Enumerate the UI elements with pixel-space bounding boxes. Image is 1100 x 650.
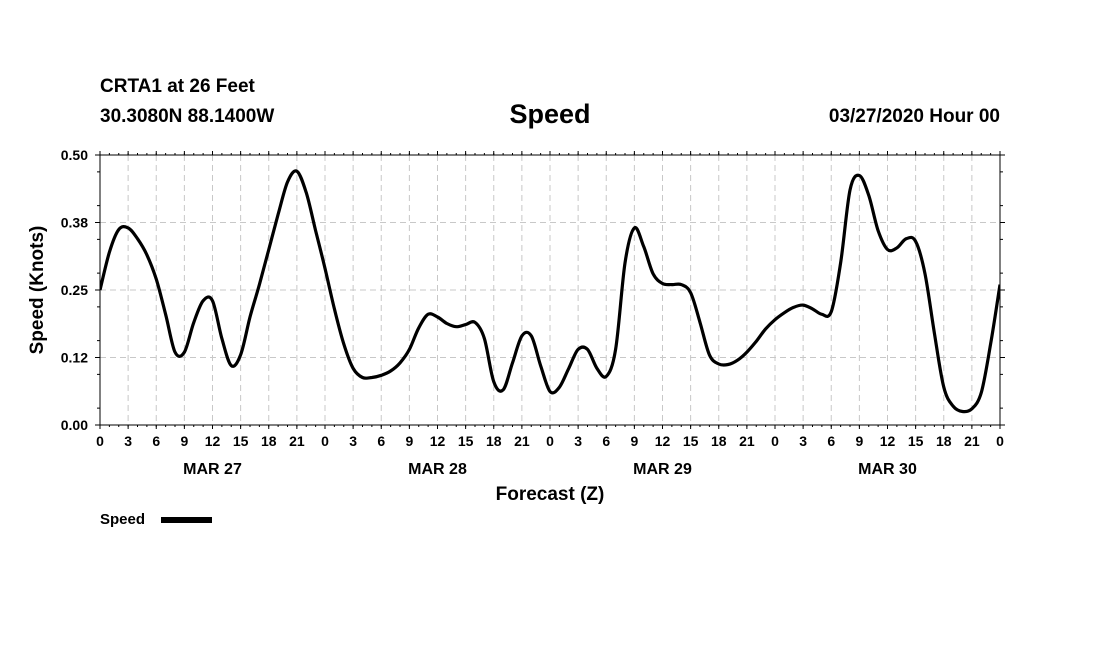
x-tick-label: 21	[514, 433, 530, 449]
y-axis-title: Speed (Knots)	[27, 226, 48, 355]
station-label: CRTA1 at 26 Feet	[100, 76, 255, 97]
legend: Speed	[100, 511, 212, 528]
x-tick-label: 12	[205, 433, 221, 449]
x-tick-label: 9	[630, 433, 638, 449]
x-tick-label: 0	[321, 433, 329, 449]
y-tick-label: 0.25	[61, 282, 88, 298]
x-tick-label: 18	[711, 433, 727, 449]
y-tick-label: 0.50	[61, 147, 88, 163]
coordinates-label: 30.3080N 88.1400W	[100, 106, 275, 127]
x-tick-label: 15	[233, 433, 249, 449]
y-tick-label: 0.12	[61, 350, 88, 366]
x-tick-label: 15	[683, 433, 699, 449]
series-line-speed	[100, 169, 1000, 414]
x-tick-label: 6	[377, 433, 385, 449]
x-tick-label: 18	[936, 433, 952, 449]
x-tick-label: 0	[546, 433, 554, 449]
x-tick-label: 6	[827, 433, 835, 449]
axis-ticks	[95, 151, 1005, 429]
x-tick-label: 3	[799, 433, 807, 449]
chart-title: Speed	[509, 99, 591, 129]
x-tick-label: 12	[430, 433, 446, 449]
date-label: MAR 27	[183, 461, 242, 478]
date-label: MAR 29	[633, 461, 692, 478]
x-tick-label: 6	[602, 433, 610, 449]
x-tick-label: 12	[655, 433, 671, 449]
x-tick-label: 18	[486, 433, 502, 449]
x-tick-label: 21	[964, 433, 980, 449]
series-layer	[100, 169, 1000, 414]
x-tick-label: 21	[289, 433, 305, 449]
date-label: MAR 28	[408, 461, 467, 478]
legend-label: Speed	[100, 511, 145, 528]
y-tick-label: 0.00	[61, 417, 88, 433]
x-tick-label: 12	[880, 433, 896, 449]
x-tick-label: 9	[180, 433, 188, 449]
x-tick-label: 9	[855, 433, 863, 449]
x-tick-label: 0	[771, 433, 779, 449]
x-tick-label: 15	[908, 433, 924, 449]
axis-labels: 0 3 6 9 12 15 18 21 0 3 6 9 12 15 18 21 0 3 6 9 12 15 18 21 0 3 6 9…	[61, 147, 1004, 478]
date-label: MAR 30	[858, 461, 917, 478]
x-tick-label: 3	[574, 433, 582, 449]
x-tick-label: 18	[261, 433, 277, 449]
x-tick-label: 21	[739, 433, 755, 449]
grid	[100, 155, 1000, 425]
x-axis-title: Forecast (Z)	[496, 484, 605, 505]
issued-time-label: 03/27/2020 Hour 00	[828, 106, 1000, 127]
x-tick-label: 6	[152, 433, 160, 449]
x-tick-label: 15	[458, 433, 474, 449]
x-tick-label: 3	[124, 433, 132, 449]
x-tick-label: 9	[405, 433, 413, 449]
x-tick-label: 0	[96, 433, 104, 449]
x-tick-label: 3	[349, 433, 357, 449]
x-tick-label: 0	[996, 433, 1004, 449]
y-tick-label: 0.38	[61, 215, 88, 231]
